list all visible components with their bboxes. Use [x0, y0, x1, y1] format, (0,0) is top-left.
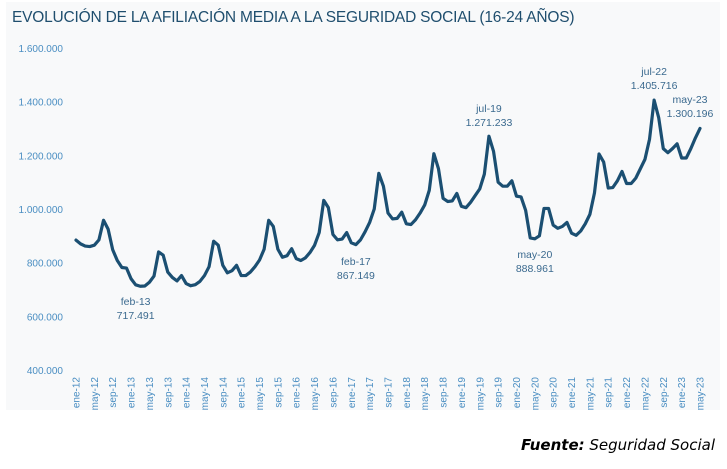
source-label: Fuente: [520, 436, 585, 454]
chart-title: EVOLUCIÓN DE LA AFILIACIÓN MEDIA A LA SE… [12, 9, 575, 26]
annotation-value: 1.405.716 [631, 80, 678, 92]
x-tick-label: sep-21 [604, 377, 615, 408]
x-tick-label: ene-21 [567, 377, 578, 409]
x-tick-label: sep-16 [328, 377, 339, 408]
x-tick-label: sep-13 [163, 377, 174, 408]
y-tick-label: 1.200.000 [19, 151, 64, 162]
x-tick-label: may-20 [530, 377, 541, 411]
annotation-label: feb-13 [121, 296, 151, 308]
x-tick-label: may-21 [585, 377, 596, 411]
y-tick-label: 1.600.000 [19, 44, 64, 55]
source-note: Fuente: Seguridad Social [521, 436, 715, 454]
x-tick-label: sep-20 [549, 377, 560, 408]
x-tick-label: sep-19 [494, 377, 505, 408]
x-tick-label: sep-18 [439, 377, 450, 408]
y-axis: 400.000 600.000 800.000 1.000.000 1.200.000 1… [19, 44, 64, 377]
x-tick-label: sep-15 [273, 377, 284, 408]
x-tick-label: may-14 [200, 377, 211, 411]
x-tick-label: ene-12 [72, 377, 83, 409]
annotation-label: jul-22 [640, 66, 667, 78]
chart-panel [6, 2, 720, 410]
x-tick-label: ene-16 [292, 377, 303, 409]
x-axis: ene-12 may-12 sep-12 ene-13 may-13 sep-13 ene-… [72, 377, 707, 411]
x-tick-label: ene-22 [622, 377, 633, 409]
x-tick-label: may-17 [365, 377, 376, 411]
x-tick-label: ene-23 [677, 377, 688, 409]
x-tick-label: may-13 [145, 377, 156, 411]
x-tick-label: may-15 [255, 377, 266, 411]
annotation-label: feb-17 [341, 256, 371, 268]
annotation-value: 888.961 [516, 263, 554, 275]
x-tick-label: sep-17 [384, 377, 395, 408]
x-tick-label: ene-19 [457, 377, 468, 409]
x-tick-label: may-22 [640, 377, 651, 411]
x-tick-label: sep-12 [108, 377, 119, 408]
annotation-label: may-23 [672, 94, 707, 106]
y-tick-label: 1.400.000 [19, 98, 64, 109]
x-tick-label: sep-22 [659, 377, 670, 408]
series-line [74, 98, 702, 288]
annotations: feb-13 717.491 feb-17 867.149 jul-19 1.271.23… [117, 66, 714, 322]
annotation-value: 717.491 [117, 310, 155, 322]
x-tick-label: ene-14 [182, 377, 193, 409]
annotation-value: 1.271.233 [466, 117, 513, 129]
x-tick-label: ene-18 [402, 377, 413, 409]
x-tick-label: sep-14 [218, 377, 229, 408]
x-tick-label: may-19 [475, 377, 486, 411]
series-group [74, 98, 702, 288]
annotation-value: 867.149 [337, 270, 375, 282]
y-tick-label: 800.000 [27, 259, 64, 270]
y-tick-label: 600.000 [27, 312, 64, 323]
annotation-value: 1.300.196 [667, 108, 714, 120]
x-tick-label: ene-13 [127, 377, 138, 409]
x-tick-label: ene-20 [512, 377, 523, 409]
y-tick-label: 1.000.000 [19, 205, 64, 216]
x-tick-label: may-12 [90, 377, 101, 411]
x-tick-label: may-23 [696, 377, 707, 411]
line-chart: 400.000 600.000 800.000 1.000.000 1.200.000 1… [19, 44, 714, 411]
annotation-label: jul-19 [475, 103, 502, 115]
y-tick-label: 400.000 [27, 366, 64, 377]
x-tick-label: may-16 [310, 377, 321, 411]
source-name: Seguridad Social [589, 436, 715, 454]
x-tick-label: ene-15 [237, 377, 248, 409]
x-tick-label: may-18 [420, 377, 431, 411]
annotation-label: may-20 [517, 249, 552, 261]
x-tick-label: ene-17 [347, 377, 358, 409]
